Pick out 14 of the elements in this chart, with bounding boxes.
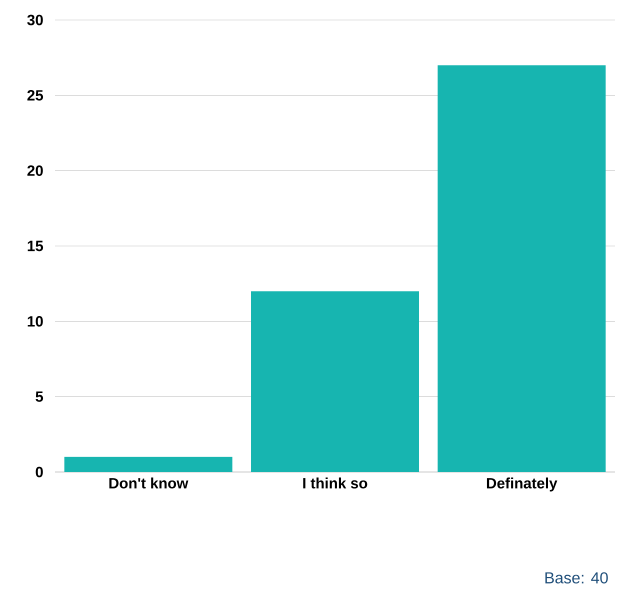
x-tick-label: Definately: [486, 478, 558, 492]
x-tick-label: Don't know: [109, 478, 188, 488]
x-tick-label: I think so: [303, 478, 368, 488]
text: Base: 40: [545, 572, 608, 584]
y-tick-label: 30: [27, 14, 43, 26]
y-tick-label: 10: [28, 316, 43, 327]
y-tick-label: 15: [28, 240, 44, 252]
bar: [438, 65, 606, 472]
y-tick-label: 5: [36, 391, 44, 402]
bar: [64, 456, 232, 472]
y-tick-label: 20: [27, 165, 43, 176]
y-tick-label: 0: [36, 466, 43, 478]
y-tick-label: 25: [27, 90, 44, 101]
bar: [251, 291, 420, 472]
